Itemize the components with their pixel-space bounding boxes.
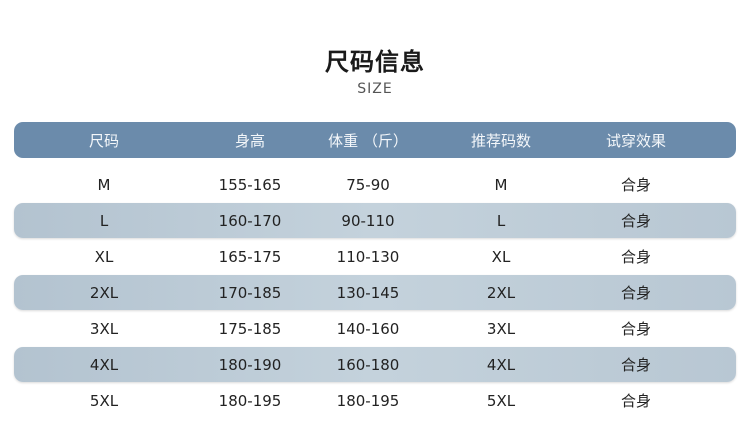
table-cell: 165-175 [218,247,282,266]
table-cell: 4XL [486,355,516,374]
table-cell: 合身 [620,284,651,302]
table-cell: 75-90 [346,175,390,194]
table-row: 2XL 170-185 130-145 2XL 合身 [14,275,736,310]
page-title: 尺码信息 [325,48,425,76]
table-cell: 2XL [486,283,516,302]
table-header: 尺码 身高 体重 （斤） 推荐码数 试穿效果 [14,122,736,158]
table-cell: 合身 [620,392,651,410]
table-cell: 160-180 [336,355,400,374]
header-weight: 体重 （斤） [328,131,408,150]
table-cell: 5XL [486,391,516,410]
header-height: 身高 [234,131,265,150]
table-cell: 合身 [620,212,651,230]
table-cell: 5XL [89,391,119,410]
page-subtitle: SIZE [357,81,393,97]
table-cell: L [496,211,506,230]
table-row: 5XL 180-195 180-195 5XL 合身 [14,383,736,418]
table-cell: 110-130 [336,247,400,266]
header-size: 尺码 [88,131,119,150]
header-fit: 试穿效果 [605,131,666,150]
table-cell: 170-185 [218,283,282,302]
table-row: 3XL 175-185 140-160 3XL 合身 [14,311,736,346]
table-cell: 180-195 [218,391,282,410]
table-row: M 155-165 75-90 M 合身 [14,167,736,202]
table-row: 4XL 180-190 160-180 4XL 合身 [14,347,736,382]
table-cell: 合身 [620,356,651,374]
table-cell: M [97,175,111,194]
table-cell: 4XL [89,355,119,374]
table-cell: 180-190 [218,355,282,374]
table-cell: 3XL [486,319,516,338]
table-cell: 160-170 [218,211,282,230]
table-cell: 合身 [620,176,651,194]
table-row: L 160-170 90-110 L 合身 [14,203,736,238]
table-cell: XL [94,247,114,266]
table-cell: 180-195 [336,391,400,410]
table-cell: 合身 [620,248,651,266]
table-cell: 2XL [89,283,119,302]
table-cell: XL [491,247,511,266]
table-cell: 合身 [620,320,651,338]
table-row: XL 165-175 110-130 XL 合身 [14,239,736,274]
table-cell: 155-165 [218,175,282,194]
table-cell: 130-145 [336,283,400,302]
table-cell: L [99,211,109,230]
header-recommended-size: 推荐码数 [470,131,531,150]
table-cell: M [494,175,508,194]
table-cell: 140-160 [336,319,400,338]
table-cell: 3XL [89,319,119,338]
table-cell: 175-185 [218,319,282,338]
table-cell: 90-110 [341,211,395,230]
